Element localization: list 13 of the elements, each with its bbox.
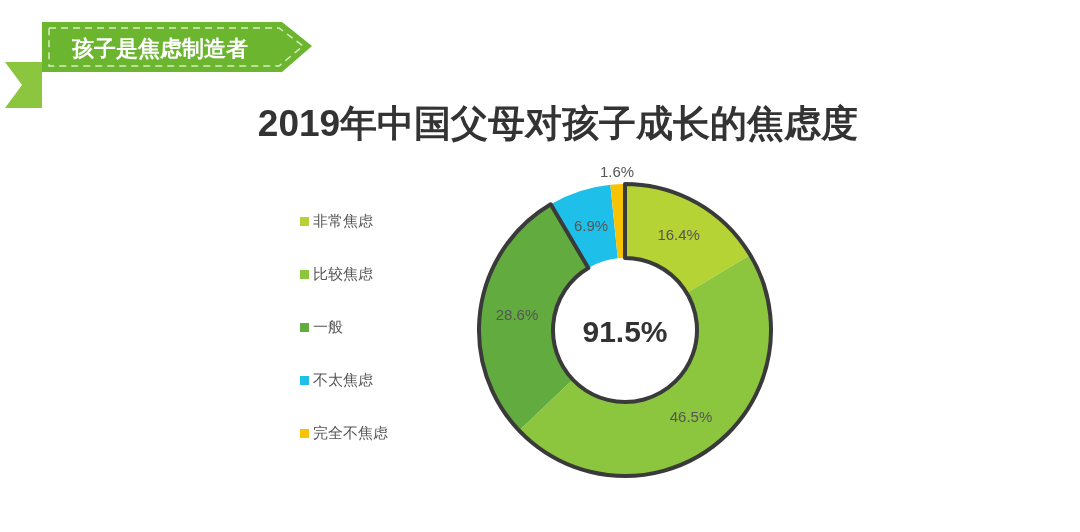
data-label: 6.9% (573, 217, 609, 235)
legend-label: 一般 (313, 318, 343, 335)
data-label: 16.4% (657, 226, 700, 244)
legend-label: 比较焦虑 (313, 265, 373, 282)
chart-title: 2019年中国父母对孩子成长的焦虑度 (257, 103, 859, 144)
data-label: 28.6% (495, 305, 539, 323)
data-label: 46.5% (669, 407, 713, 425)
text: 91.5% (582, 315, 668, 348)
legend-label: 非常焦虑 (313, 212, 373, 229)
text: 孩子是焦虑制造者 (71, 36, 248, 61)
legend-label: 完全不焦虑 (313, 424, 388, 441)
data-label: 1.6% (599, 163, 635, 181)
legend-label: 不太焦虑 (313, 371, 373, 388)
